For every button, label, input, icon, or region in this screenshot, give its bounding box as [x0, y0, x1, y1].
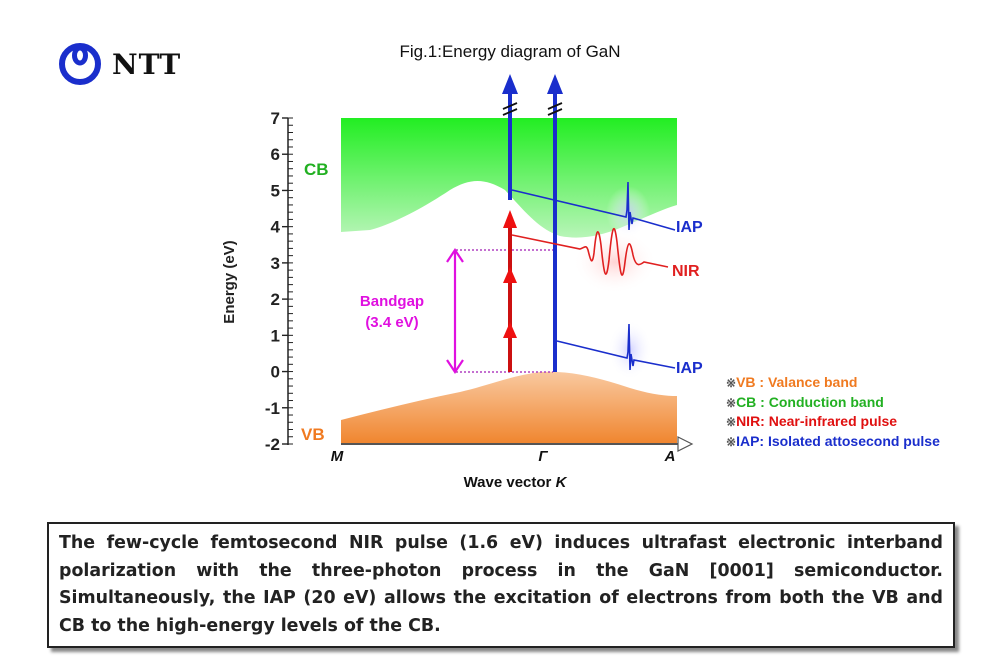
x-tick-a: A [664, 448, 676, 465]
iap-label-lower: IAP [676, 360, 703, 377]
legend-text: NIR: Near-infrared pulse [736, 413, 898, 429]
x-axis-label-text: Wave vector [464, 474, 556, 491]
legend-mark-icon: ※ [726, 415, 737, 429]
y-tick-label: 4 [271, 218, 281, 237]
legend-text: VB : Valance band [736, 374, 858, 390]
legend-text: IAP: Isolated attosecond pulse [736, 433, 940, 449]
y-axis: 7 6 5 4 3 2 1 0 -1 -2 [265, 109, 293, 454]
y-axis-minor-ticks [288, 117, 293, 445]
y-tick-label: -2 [265, 435, 280, 454]
y-tick-label: -1 [265, 399, 280, 418]
ntt-logo-text: NTT [112, 47, 182, 81]
y-tick-label: 7 [271, 109, 280, 128]
nir-photon-arrows [503, 210, 517, 372]
x-tick-m: M [331, 448, 344, 465]
caption-box: The few-cycle femtosecond NIR pulse (1.6… [47, 522, 955, 648]
bandgap-arrow-icon [446, 248, 464, 374]
legend-item-nir: ※NIR: Near-infrared pulse [726, 413, 897, 429]
y-tick-label: 5 [271, 181, 280, 200]
valence-band-region [341, 371, 677, 444]
photon-arrow-icon [503, 267, 517, 283]
x-axis-arrow-icon [677, 436, 694, 452]
y-tick-label: 1 [271, 326, 280, 345]
y-tick-label: 2 [271, 290, 280, 309]
y-axis-ticks: 7 6 5 4 3 2 1 0 -1 -2 [265, 109, 288, 454]
nir-label: NIR [672, 263, 700, 280]
vb-label: VB [301, 425, 325, 444]
y-axis-label: Energy (eV) [221, 240, 238, 323]
y-tick-label: 6 [271, 145, 280, 164]
x-tick-gamma: Γ [538, 448, 548, 465]
ntt-logo-icon [59, 43, 101, 85]
photon-arrow-icon [503, 210, 517, 228]
nir-pulse [511, 228, 669, 276]
cb-label: CB [304, 160, 329, 179]
legend-mark-icon: ※ [726, 435, 737, 449]
caption-text: The few-cycle femtosecond NIR pulse (1.6… [59, 533, 943, 636]
iap-label-upper: IAP [676, 219, 703, 236]
bandgap-label: Bandgap [360, 293, 424, 310]
y-tick-label: 0 [271, 363, 280, 382]
bandgap-value: (3.4 eV) [365, 314, 418, 331]
iap-excitation-arrow-vb [547, 74, 563, 372]
legend-mark-icon: ※ [726, 396, 737, 410]
legend-item-cb: ※CB : Conduction band [726, 394, 884, 410]
legend-text: CB : Conduction band [736, 394, 884, 410]
x-axis-label-var: K [556, 474, 568, 491]
iap-pulse-upper [511, 181, 676, 231]
x-axis-label: Wave vector K [464, 474, 568, 491]
legend-mark-icon: ※ [726, 376, 737, 390]
y-tick-label: 3 [271, 254, 280, 273]
iap-pulse-lower [556, 323, 676, 371]
iap-excitation-arrow-cb [502, 74, 518, 200]
legend-item-iap: ※IAP: Isolated attosecond pulse [726, 433, 940, 449]
ntt-logo: NTT [58, 42, 181, 86]
x-axis [341, 436, 694, 452]
photon-arrow-icon [503, 322, 517, 338]
legend-item-vb: ※VB : Valance band [726, 374, 857, 390]
energy-diagram: 7 6 5 4 3 2 1 0 -1 -2 Energy (eV) M Γ A Wave vect… [221, 74, 703, 491]
figure-title: Fig.1:Energy diagram of GaN [399, 42, 621, 61]
